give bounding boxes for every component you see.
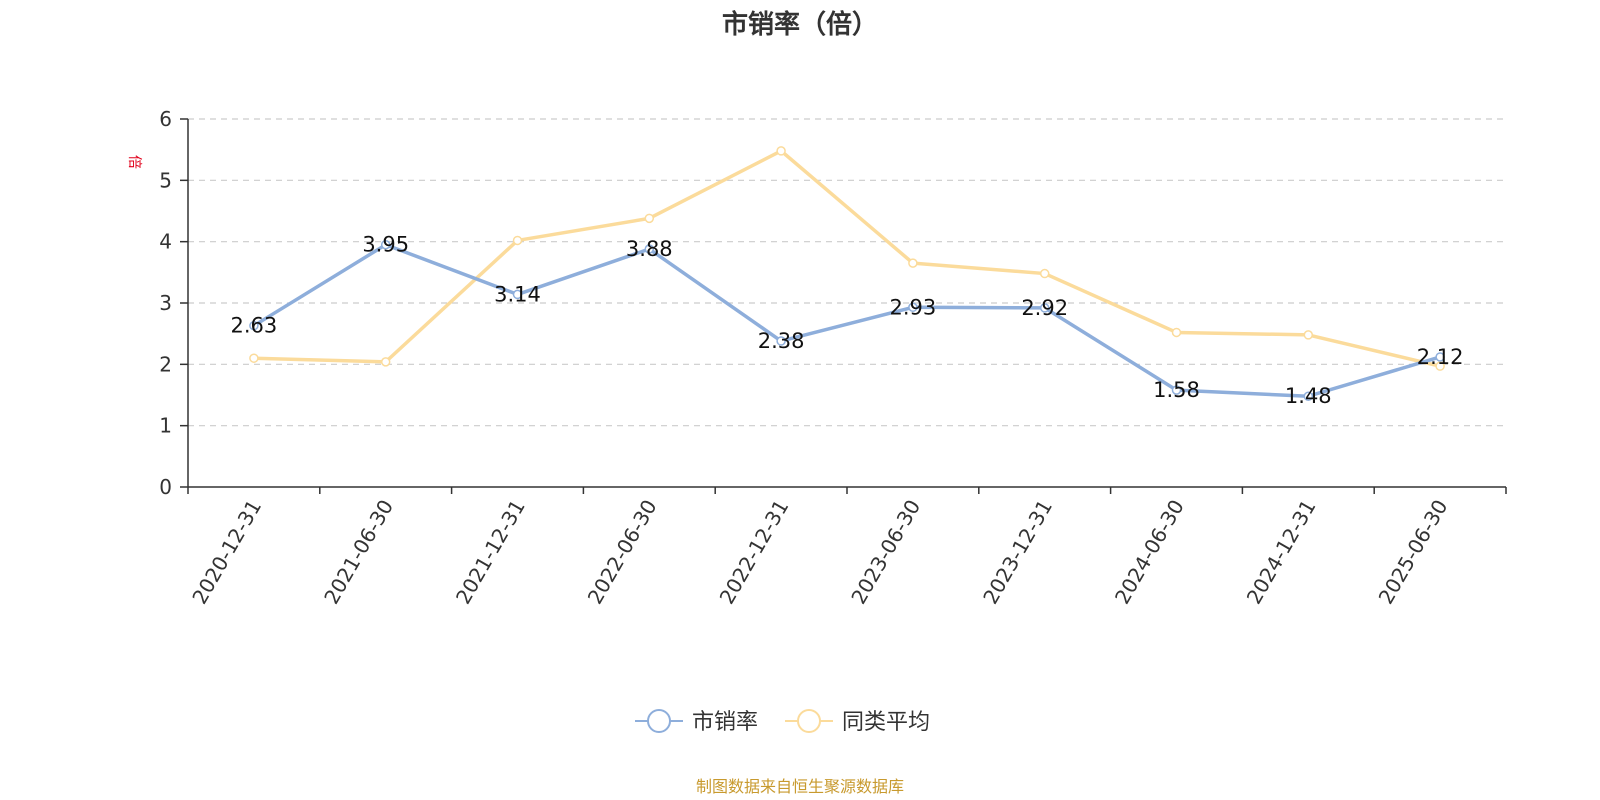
data-label: 3.95	[362, 233, 409, 257]
legend-swatch-marker	[797, 709, 821, 733]
data-point[interactable]	[776, 336, 786, 346]
x-tick-label: 2022-12-31	[715, 496, 794, 609]
data-point[interactable]	[1303, 330, 1314, 340]
x-tick-label: 2023-06-30	[846, 496, 925, 609]
data-label: 3.88	[626, 237, 673, 261]
data-point[interactable]	[1435, 361, 1445, 371]
data-label: 2.93	[890, 295, 937, 319]
series-line	[252, 149, 1442, 368]
data-labels: 2.63 3.95 3.14 3.88 2.38 2.93 2.92 1.58 1.48 2.12	[231, 233, 1464, 408]
data-point[interactable]	[1171, 385, 1182, 395]
x-tick-label: 2024-12-31	[1242, 496, 1321, 609]
data-point[interactable]	[249, 353, 259, 363]
x-tick-label: 2021-12-31	[451, 496, 530, 609]
data-point[interactable]	[644, 244, 655, 254]
y-tick-label: 6	[159, 107, 172, 131]
data-point[interactable]	[1039, 268, 1050, 279]
data-point[interactable]	[1435, 352, 1445, 362]
legend-item-2[interactable]: 同类平均	[785, 709, 930, 735]
series-1	[249, 239, 1445, 401]
data-point[interactable]	[776, 146, 786, 156]
data-label: 2.92	[1021, 296, 1068, 320]
data-point[interactable]	[908, 302, 918, 313]
data-label: 1.48	[1285, 384, 1332, 408]
legend-item-1[interactable]: 市销率	[635, 709, 758, 735]
y-axis-unit: 倍	[126, 155, 142, 169]
x-tick-label: 2022-06-30	[583, 496, 662, 609]
axes: 0 1 2 3 4 5 6 2020-12-31 2021-06-30 2021-12-31 202…	[159, 107, 1507, 609]
legend-label: 同类平均	[842, 710, 930, 735]
data-point[interactable]	[380, 239, 391, 250]
legend-swatch-marker	[647, 709, 671, 733]
data-label: 2.63	[231, 314, 278, 338]
x-tick-label: 2023-12-31	[978, 496, 1057, 609]
data-point[interactable]	[908, 258, 918, 268]
series-lines	[249, 146, 1445, 401]
data-label: 2.12	[1417, 345, 1464, 369]
data-point[interactable]	[1171, 327, 1182, 338]
y-tick-label: 0	[159, 475, 172, 499]
data-label: 1.58	[1153, 378, 1200, 402]
x-tick-label: 2021-06-30	[319, 496, 398, 609]
data-point[interactable]	[512, 235, 523, 246]
y-tick-label: 2	[159, 352, 172, 376]
data-point[interactable]	[249, 320, 259, 331]
series-line	[252, 242, 1442, 398]
y-tick-label: 5	[159, 168, 172, 192]
y-tick-label: 3	[159, 291, 172, 315]
data-label: 2.38	[758, 329, 805, 353]
data-source-note: 制图数据来自恒生聚源数据库	[696, 777, 904, 796]
x-tick-label: 2025-06-30	[1374, 496, 1453, 609]
y-tick-label: 4	[159, 230, 172, 254]
legend-label: 市销率	[692, 710, 758, 735]
gridlines	[188, 118, 1506, 427]
chart-title: 市销率（倍）	[722, 9, 878, 40]
data-point[interactable]	[644, 213, 655, 224]
data-point[interactable]	[512, 289, 523, 300]
legend[interactable]: 市销率 同类平均	[635, 709, 930, 735]
y-tick-label: 1	[159, 414, 172, 438]
x-tick-label: 2024-06-30	[1110, 496, 1189, 609]
data-point[interactable]	[1039, 303, 1050, 313]
data-point[interactable]	[1303, 391, 1314, 401]
series-2	[249, 146, 1445, 371]
data-point[interactable]	[380, 357, 391, 367]
x-tick-label: 2020-12-31	[187, 496, 266, 609]
data-label: 3.14	[494, 282, 541, 306]
